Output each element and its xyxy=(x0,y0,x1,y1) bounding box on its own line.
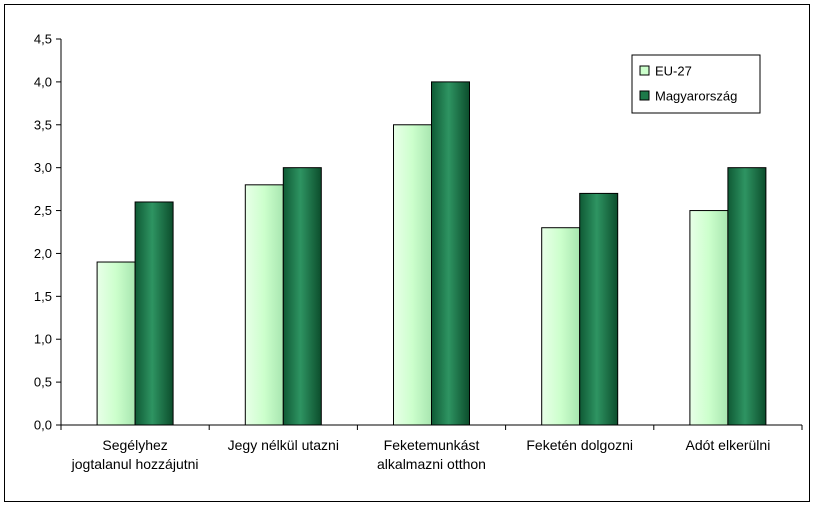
x-category-label: Jegy nélkül utazni xyxy=(228,437,339,453)
y-tick-label: 4,5 xyxy=(34,32,52,47)
y-tick-label: 4,0 xyxy=(34,74,52,89)
legend-label: EU-27 xyxy=(655,64,692,79)
bar-eu27 xyxy=(541,227,581,426)
y-tick-label: 1,5 xyxy=(34,289,52,304)
bar-magyarorszag xyxy=(282,167,322,426)
bar-magyarorszag xyxy=(134,201,174,426)
y-tick-label: 2,5 xyxy=(34,203,52,218)
x-axis: Segélyhez jogtalanul hozzájutni Jegy nélkü… xyxy=(60,424,803,472)
bar-magyarorszag xyxy=(727,167,767,426)
legend-swatch xyxy=(639,90,650,101)
y-tick-label: 3,5 xyxy=(34,117,52,132)
x-category-label-line: Segélyhez xyxy=(102,437,167,453)
x-category-label-line: Jegy nélkül utazni xyxy=(228,437,339,453)
x-category-label-line: Feketemunkást xyxy=(384,437,480,453)
x-category-label: Feketén dolgozni xyxy=(526,437,633,453)
bar-eu27 xyxy=(244,184,284,426)
bar-magyarorszag xyxy=(431,81,470,426)
y-tick-label: 0,5 xyxy=(34,375,52,390)
x-category-label-line: Adót elkerülni xyxy=(685,437,770,453)
y-tick-label: 3,0 xyxy=(34,160,52,175)
bar-eu27 xyxy=(96,261,136,426)
bar-eu27 xyxy=(393,124,432,426)
legend: EU-27 Magyarország xyxy=(631,54,761,114)
x-category-label-line: jogtalanul hozzájutni xyxy=(71,456,199,472)
x-category-label-line: Feketén dolgozni xyxy=(526,437,633,453)
bar-magyarorszag xyxy=(579,192,619,426)
y-tick-label: 0,0 xyxy=(34,418,52,433)
bars xyxy=(96,81,767,426)
x-category-label-line: alkalmazni otthon xyxy=(377,456,486,472)
legend-swatch xyxy=(639,65,650,76)
x-category-label: Segélyhez jogtalanul hozzájutni xyxy=(71,437,199,472)
y-tick-label: 2,0 xyxy=(34,246,52,261)
y-axis: 0,0 0,5 1,0 1,5 2,0 2,5 3,0 3,5 4,0 4,5 xyxy=(34,32,62,433)
y-tick-label: 1,0 xyxy=(34,332,52,347)
x-category-label: Adót elkerülni xyxy=(685,437,770,453)
legend-box xyxy=(631,54,761,114)
bar-eu27 xyxy=(689,210,729,426)
x-category-label: Feketemunkást alkalmazni otthon xyxy=(377,437,486,472)
legend-label: Magyarország xyxy=(655,89,737,104)
